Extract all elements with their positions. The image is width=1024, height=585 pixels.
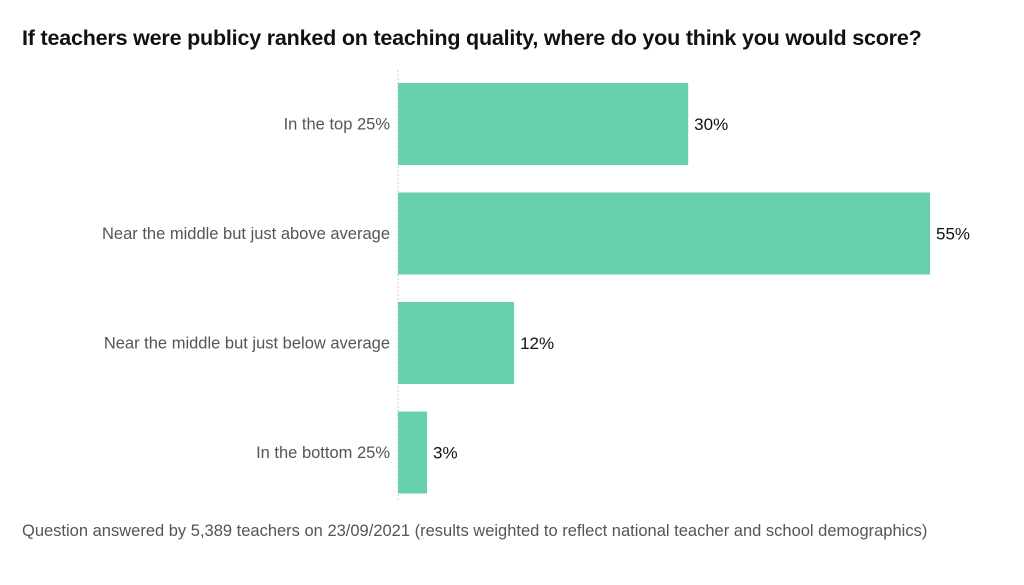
category-label: Near the middle but just below average — [104, 335, 390, 353]
chart-title: If teachers were publicy ranked on teach… — [22, 26, 922, 50]
category-label: Near the middle but just above average — [102, 225, 390, 243]
bar — [398, 83, 689, 165]
bar — [398, 192, 930, 275]
category-label: In the bottom 25% — [256, 444, 390, 462]
data-label: 12% — [520, 334, 554, 353]
data-label: 55% — [936, 225, 970, 244]
bar — [398, 411, 428, 494]
chart-footnote: Question answered by 5,389 teachers on 2… — [22, 522, 928, 540]
category-label: In the top 25% — [284, 116, 391, 134]
data-label: 3% — [433, 444, 458, 463]
data-label: 30% — [694, 115, 728, 134]
bar — [398, 302, 515, 384]
bar-chart: In the top 25% 30% Near the middle but jus… — [102, 70, 970, 500]
